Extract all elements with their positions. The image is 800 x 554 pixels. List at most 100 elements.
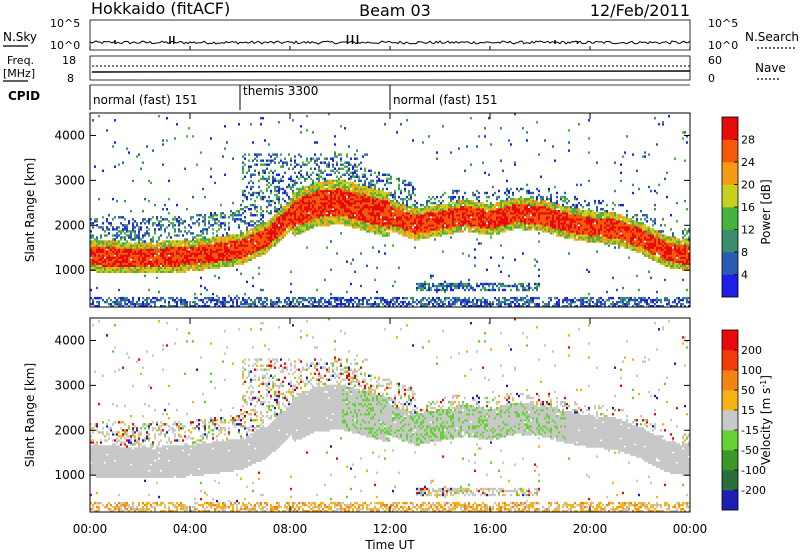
power-cell bbox=[436, 220, 438, 223]
power-cell bbox=[424, 216, 426, 219]
power-cell bbox=[246, 250, 248, 253]
power-cell bbox=[408, 183, 410, 187]
power-cell bbox=[260, 212, 262, 215]
power-cell bbox=[132, 226, 134, 229]
power-cell bbox=[176, 244, 178, 247]
power-cell bbox=[438, 208, 440, 211]
power-cell bbox=[246, 256, 248, 259]
power-cell bbox=[468, 208, 470, 211]
power-cell bbox=[216, 258, 218, 261]
power-cell bbox=[302, 210, 304, 213]
power-cell bbox=[466, 303, 468, 306]
power-cell bbox=[248, 252, 250, 255]
power-cell bbox=[170, 270, 172, 273]
power-cell bbox=[324, 189, 326, 193]
power-cell bbox=[330, 197, 332, 201]
power-cell bbox=[156, 250, 158, 253]
power-cell bbox=[324, 169, 326, 172]
power-cell bbox=[388, 193, 390, 197]
power-cell bbox=[356, 296, 358, 300]
power-cell bbox=[302, 187, 304, 191]
power-cell bbox=[428, 303, 430, 306]
power-cell bbox=[422, 236, 424, 239]
power-cell bbox=[186, 260, 188, 263]
power-cell bbox=[346, 224, 348, 227]
power-cell bbox=[254, 252, 256, 255]
power-cell bbox=[416, 298, 418, 302]
power-cell bbox=[348, 201, 350, 205]
power-cell bbox=[418, 208, 420, 211]
power-cell bbox=[260, 248, 262, 251]
power-cell bbox=[164, 264, 166, 267]
power-cell bbox=[450, 224, 452, 227]
power-cell bbox=[302, 298, 304, 302]
power-cell bbox=[120, 230, 122, 233]
power-cell bbox=[334, 193, 336, 197]
power-cell bbox=[432, 298, 434, 302]
power-cell bbox=[162, 268, 164, 271]
power-cell bbox=[154, 222, 156, 225]
power-cell bbox=[130, 234, 132, 237]
power-cell bbox=[156, 270, 158, 273]
power-cell bbox=[188, 254, 190, 257]
power-cell bbox=[200, 248, 202, 251]
power-cell bbox=[366, 303, 368, 306]
power-cell bbox=[434, 300, 436, 304]
power-cell bbox=[318, 300, 320, 304]
power-cell bbox=[316, 210, 318, 213]
power-cell bbox=[454, 224, 456, 227]
power-cell bbox=[172, 268, 174, 271]
power-cell bbox=[268, 185, 270, 189]
power-cell bbox=[374, 197, 376, 201]
power-cell bbox=[312, 226, 314, 229]
power-cell bbox=[252, 234, 254, 237]
power-cell bbox=[418, 212, 420, 215]
power-cell bbox=[362, 228, 364, 231]
power-cell bbox=[298, 212, 300, 215]
power-cell bbox=[146, 296, 148, 300]
power-cell bbox=[378, 189, 380, 193]
power-cell bbox=[300, 193, 302, 197]
power-cell bbox=[162, 266, 164, 269]
power-cell bbox=[358, 201, 360, 205]
power-cell bbox=[322, 206, 324, 209]
power-cell bbox=[102, 226, 104, 229]
power-cell bbox=[142, 218, 144, 221]
power-cell bbox=[174, 218, 176, 221]
power-cell bbox=[200, 254, 202, 257]
power-cell bbox=[314, 191, 316, 195]
power-cell bbox=[392, 201, 394, 205]
power-cell bbox=[96, 240, 98, 243]
power-cell bbox=[108, 254, 110, 257]
power-cell bbox=[260, 214, 262, 217]
power-cell bbox=[356, 210, 358, 213]
power-cell bbox=[132, 179, 134, 183]
power-cell bbox=[302, 218, 304, 221]
power-cell bbox=[246, 244, 248, 247]
power-cell bbox=[452, 195, 454, 199]
power-cell bbox=[474, 248, 476, 251]
power-cell bbox=[186, 262, 188, 265]
power-cell bbox=[446, 214, 448, 217]
power-cell bbox=[326, 183, 328, 187]
power-cell bbox=[444, 226, 446, 229]
power-cell bbox=[436, 300, 438, 304]
power-cell bbox=[434, 214, 436, 217]
power-cell bbox=[454, 222, 456, 225]
power-cell bbox=[456, 203, 458, 207]
power-cell bbox=[444, 220, 446, 223]
power-cell bbox=[156, 254, 158, 257]
power-cell bbox=[376, 201, 378, 205]
power-cell bbox=[102, 254, 104, 257]
power-cell bbox=[210, 248, 212, 251]
power-cell bbox=[316, 187, 318, 191]
power-cell bbox=[406, 228, 408, 231]
power-cell bbox=[258, 185, 260, 189]
power-cell bbox=[150, 248, 152, 251]
power-cell bbox=[134, 238, 136, 241]
power-cell bbox=[318, 179, 320, 183]
power-cell bbox=[202, 240, 204, 243]
power-cell bbox=[286, 224, 288, 227]
power-cell bbox=[270, 222, 272, 225]
power-cell bbox=[460, 212, 462, 215]
